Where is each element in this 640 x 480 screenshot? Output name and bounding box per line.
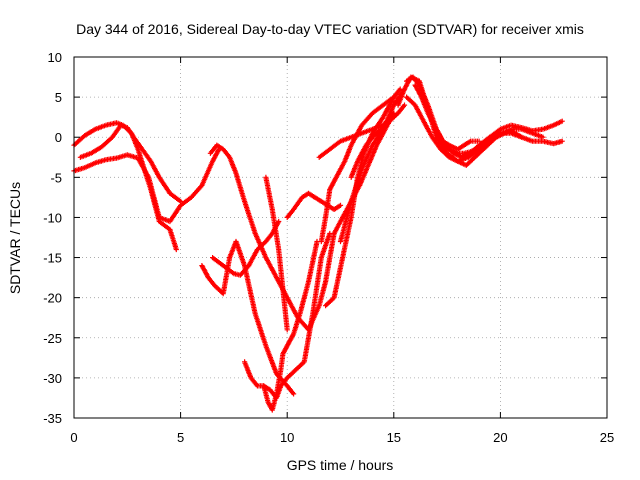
series-track-2 [71,120,178,252]
y-tick-label: 0 [55,130,62,145]
series-track-15 [338,87,407,245]
data-point-markers [263,175,290,333]
chart-title: Day 344 of 2016, Sidereal Day-to-day VTE… [76,21,584,37]
x-tick-label: 20 [493,430,507,445]
axis-ticks: 0 5 10 15 20 25 10 5 0 -5 -10 -15 -20 -25 -30 -35 [43,50,614,445]
y-tick-label: -35 [43,411,62,426]
series-track-9 [263,175,290,333]
data-marks [71,75,564,413]
x-tick-label: 0 [70,430,77,445]
y-axis-label: SDTVAR / TECUs [7,182,23,294]
y-tick-label: -30 [43,371,62,386]
x-axis-label: GPS time / hours [287,457,394,473]
series-track-10 [285,191,344,220]
data-point-markers [338,87,407,245]
data-point-markers [71,120,178,252]
y-tick-label: -5 [50,170,62,185]
x-tick-label: 15 [387,430,401,445]
y-tick-label: -25 [43,331,62,346]
y-tick-label: -15 [43,251,62,266]
y-tick-label: -10 [43,210,62,225]
x-tick-label: 10 [280,430,294,445]
chart: Day 344 of 2016, Sidereal Day-to-day VTE… [0,0,640,480]
x-tick-label: 5 [177,430,184,445]
y-tick-label: 5 [55,90,62,105]
data-point-markers [285,191,344,220]
y-tick-label: 10 [48,50,62,65]
y-tick-label: -20 [43,291,62,306]
x-tick-label: 25 [600,430,614,445]
series-track-4 [208,143,337,333]
data-point-markers [208,143,337,333]
